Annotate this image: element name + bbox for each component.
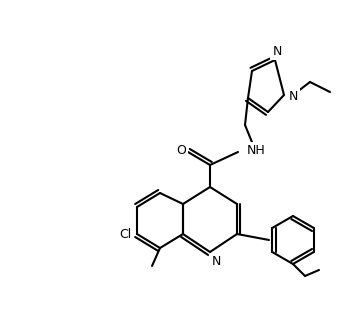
Text: Cl: Cl xyxy=(120,228,132,241)
Text: N: N xyxy=(212,255,221,268)
Text: O: O xyxy=(176,144,186,156)
Text: N: N xyxy=(272,45,282,58)
Text: NH: NH xyxy=(247,144,266,156)
Text: N: N xyxy=(289,90,298,102)
